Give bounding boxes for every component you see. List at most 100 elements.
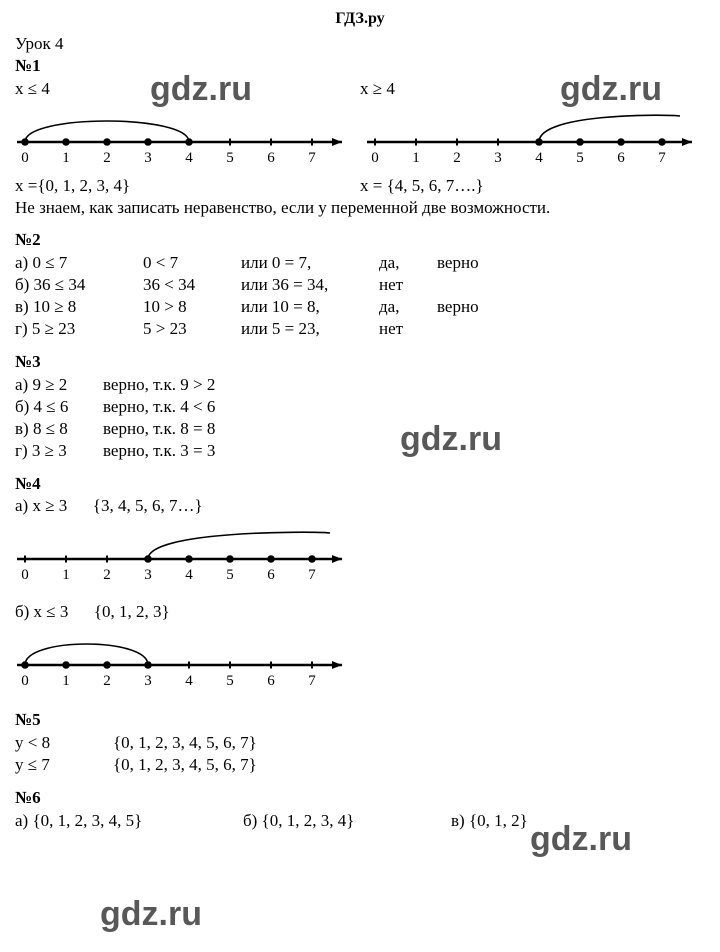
- table-row: б) 36 ≤ 34 36 < 34 или 36 = 34, нет: [15, 274, 487, 296]
- table-row: б) 4 ≤ 6верно, т.к. 4 < 6: [15, 396, 223, 418]
- svg-text:6: 6: [267, 567, 275, 583]
- cell: а) 9 ≥ 2: [15, 374, 103, 396]
- ex1-right-set: x = {4, 5, 6, 7….}: [360, 176, 705, 196]
- cell: {0, 1, 2, 3, 4, 5, 6, 7}: [113, 732, 265, 754]
- svg-text:6: 6: [617, 150, 625, 166]
- cell: [437, 318, 487, 340]
- svg-text:7: 7: [658, 150, 666, 166]
- ex2-label: №2: [15, 230, 705, 250]
- cell: 10 > 8: [143, 296, 241, 318]
- ex1-label: №1: [15, 56, 705, 76]
- svg-text:3: 3: [494, 150, 502, 166]
- table-row: а) 9 ≥ 2верно, т.к. 9 > 2: [15, 374, 223, 396]
- cell: верно: [437, 296, 487, 318]
- ex3-table: а) 9 ≥ 2верно, т.к. 9 > 2 б) 4 ≤ 6верно,…: [15, 374, 223, 462]
- cell: y < 8: [15, 732, 113, 754]
- svg-text:7: 7: [308, 567, 316, 583]
- cell: или 5 = 23,: [241, 318, 379, 340]
- svg-text:0: 0: [21, 673, 29, 689]
- svg-text:1: 1: [62, 150, 70, 166]
- cell: б) 36 ≤ 34: [15, 274, 143, 296]
- svg-text:4: 4: [185, 673, 193, 689]
- svg-text:2: 2: [103, 567, 111, 583]
- svg-text:0: 0: [21, 567, 29, 583]
- svg-text:7: 7: [308, 673, 316, 689]
- cell: да,: [379, 296, 437, 318]
- cell: {0, 1, 2, 3, 4, 5, 6, 7}: [113, 754, 265, 776]
- svg-text:5: 5: [226, 567, 234, 583]
- cell: нет: [379, 318, 437, 340]
- ex5-label: №5: [15, 710, 705, 730]
- ex4a-text: а) x ≥ 3 {3, 4, 5, 6, 7…}: [15, 496, 705, 516]
- ex3-label: №3: [15, 352, 705, 372]
- svg-text:3: 3: [144, 150, 152, 166]
- ex1-note: Не знаем, как записать неравенство, если…: [15, 198, 705, 218]
- svg-text:3: 3: [144, 567, 152, 583]
- svg-text:1: 1: [412, 150, 420, 166]
- svg-text:1: 1: [62, 567, 70, 583]
- cell: 0 < 7: [143, 252, 241, 274]
- cell: y ≤ 7: [15, 754, 113, 776]
- svg-text:0: 0: [21, 150, 29, 166]
- ex4-label: №4: [15, 474, 705, 494]
- ex1-right-chart: 0 1 2 3 4 5 6 7: [360, 100, 705, 175]
- table-row: а) {0, 1, 2, 3, 4, 5} б) {0, 1, 2, 3, 4}…: [15, 810, 536, 832]
- svg-text:2: 2: [453, 150, 461, 166]
- ex1-left-set: x ={0, 1, 2, 3, 4}: [15, 176, 360, 196]
- watermark: gdz.ru: [100, 895, 202, 934]
- lesson-title: Урок 4: [15, 34, 705, 54]
- table-row: y ≤ 7{0, 1, 2, 3, 4, 5, 6, 7}: [15, 754, 265, 776]
- cell: верно, т.к. 4 < 6: [103, 396, 223, 418]
- cell: нет: [379, 274, 437, 296]
- page-header: ГДЗ.ру: [15, 10, 705, 28]
- cell: 5 > 23: [143, 318, 241, 340]
- ex1-left-ineq: x ≤ 4: [15, 79, 360, 99]
- cell: или 0 = 7,: [241, 252, 379, 274]
- ex6-table: а) {0, 1, 2, 3, 4, 5} б) {0, 1, 2, 3, 4}…: [15, 810, 536, 832]
- cell: верно: [437, 252, 487, 274]
- cell: в) 8 ≤ 8: [15, 418, 103, 440]
- svg-text:4: 4: [535, 150, 543, 166]
- svg-text:2: 2: [103, 150, 111, 166]
- svg-text:4: 4: [185, 150, 193, 166]
- cell: или 10 = 8,: [241, 296, 379, 318]
- svg-text:0: 0: [371, 150, 379, 166]
- ex4b-chart: 01234567: [15, 623, 705, 698]
- cell: в) {0, 1, 2}: [451, 810, 536, 832]
- cell: [437, 274, 487, 296]
- svg-text:4: 4: [185, 567, 193, 583]
- svg-text:6: 6: [267, 150, 275, 166]
- cell: или 36 = 34,: [241, 274, 379, 296]
- cell: верно, т.к. 8 = 8: [103, 418, 223, 440]
- svg-text:2: 2: [103, 673, 111, 689]
- cell: верно, т.к. 9 > 2: [103, 374, 223, 396]
- cell: г) 5 ≥ 23: [15, 318, 143, 340]
- table-row: y < 8{0, 1, 2, 3, 4, 5, 6, 7}: [15, 732, 265, 754]
- watermark: gdz.ru: [530, 820, 632, 859]
- svg-text:1: 1: [62, 673, 70, 689]
- ex6-label: №6: [15, 788, 705, 808]
- ex4a-chart: 0 1 2 3 4 5 6 7: [15, 517, 705, 592]
- ex1-right-ineq: x ≥ 4: [360, 79, 705, 99]
- table-row: а) 0 ≤ 7 0 < 7 или 0 = 7, да, верно: [15, 252, 487, 274]
- svg-text:6: 6: [267, 673, 275, 689]
- svg-text:5: 5: [576, 150, 584, 166]
- ex2-table: а) 0 ≤ 7 0 < 7 или 0 = 7, да, верно б) 3…: [15, 252, 487, 340]
- table-row: в) 8 ≤ 8верно, т.к. 8 = 8: [15, 418, 223, 440]
- svg-text:7: 7: [308, 150, 316, 166]
- table-row: г) 3 ≥ 3верно, т.к. 3 = 3: [15, 440, 223, 462]
- svg-text:3: 3: [144, 673, 152, 689]
- cell: б) 4 ≤ 6: [15, 396, 103, 418]
- watermark: gdz.ru: [400, 420, 502, 459]
- cell: а) 0 ≤ 7: [15, 252, 143, 274]
- ex1-left-chart: 0 1 2 3 4 5 6 7: [15, 100, 360, 175]
- table-row: г) 5 ≥ 23 5 > 23 или 5 = 23, нет: [15, 318, 487, 340]
- cell: б) {0, 1, 2, 3, 4}: [243, 810, 451, 832]
- ex5-table: y < 8{0, 1, 2, 3, 4, 5, 6, 7} y ≤ 7{0, 1…: [15, 732, 265, 776]
- cell: да,: [379, 252, 437, 274]
- ex1-right: x ≥ 4 0 1 2 3 4 5 6 7 x = {4, 5, 6, 7….}: [360, 78, 705, 197]
- svg-text:5: 5: [226, 150, 234, 166]
- cell: верно, т.к. 3 = 3: [103, 440, 223, 462]
- cell: 36 < 34: [143, 274, 241, 296]
- cell: г) 3 ≥ 3: [15, 440, 103, 462]
